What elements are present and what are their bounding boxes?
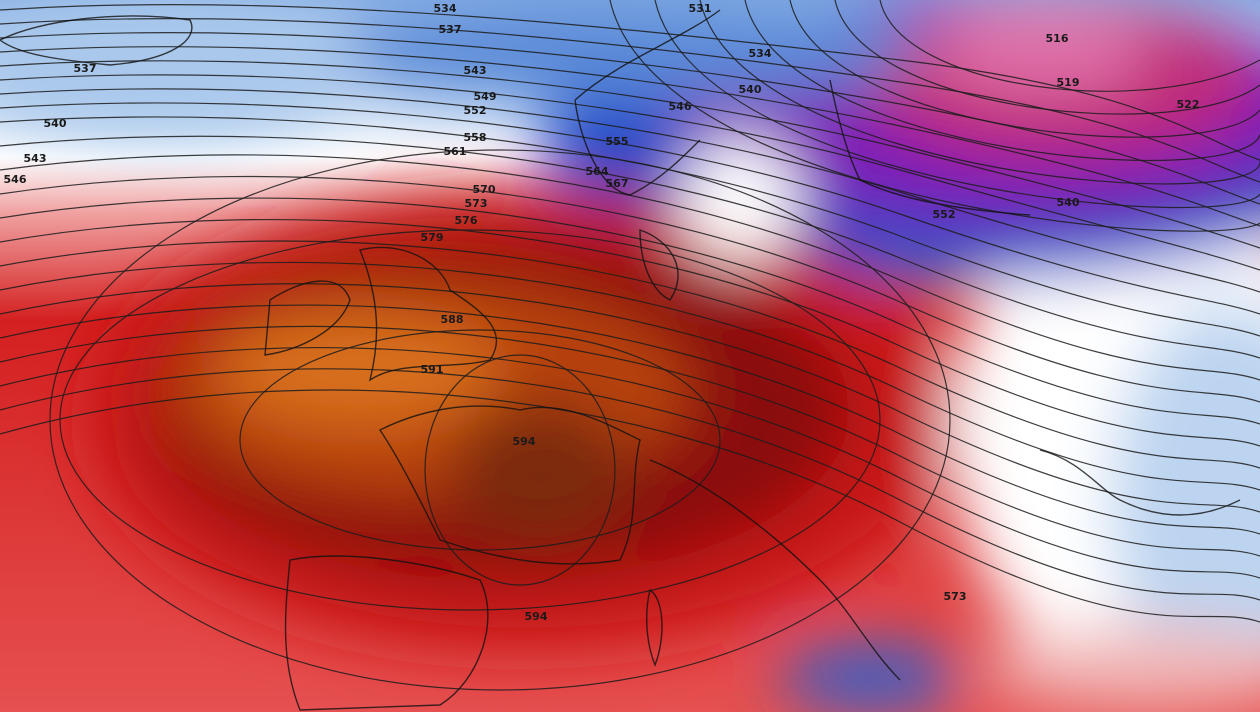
contour-label: 555 <box>606 135 629 148</box>
contour-line <box>0 240 1260 469</box>
contour-line <box>0 4 1260 161</box>
contour-label: 591 <box>421 363 444 376</box>
contour-label: 576 <box>455 214 478 227</box>
contour-labels: 5345375375405435435465495525585615555645… <box>4 2 1200 623</box>
contour-label: 552 <box>933 208 956 221</box>
contour-label: 552 <box>464 104 487 117</box>
contour-line <box>0 304 1260 535</box>
contour-label: 567 <box>606 177 629 190</box>
coastlines <box>0 9 1241 711</box>
contour-label: 546 <box>4 173 27 186</box>
contour-line <box>0 154 1260 381</box>
contour-line <box>0 116 1260 337</box>
contour-line <box>239 329 721 551</box>
contour-line <box>0 261 1260 491</box>
contour-label: 540 <box>1057 196 1080 209</box>
contour-label: 570 <box>473 183 496 196</box>
contour-label: 564 <box>586 165 609 178</box>
contour-line <box>49 149 951 691</box>
contour-label: 522 <box>1177 98 1200 111</box>
contour-line <box>0 325 1260 557</box>
contour-line <box>0 88 1260 293</box>
contour-line <box>424 354 616 586</box>
contour-label: 588 <box>441 313 464 326</box>
contour-line <box>0 175 1260 403</box>
contour-line <box>0 347 1260 579</box>
contour-label: 534 <box>434 2 457 15</box>
contour-line <box>0 74 1260 271</box>
contour-line <box>0 218 1260 447</box>
contour-label: 561 <box>444 145 467 158</box>
contour-label: 579 <box>421 231 444 244</box>
contour-label: 516 <box>1046 32 1069 45</box>
contour-label: 531 <box>689 2 712 15</box>
contour-line <box>879 0 1260 92</box>
contour-line <box>0 389 1260 623</box>
contour-label: 594 <box>525 610 548 623</box>
contour-label: 537 <box>439 23 462 36</box>
contour-line <box>0 46 1260 227</box>
contour-label: 540 <box>739 83 762 96</box>
height-contours <box>0 0 1260 691</box>
contour-label: 573 <box>465 197 488 210</box>
contour-line <box>699 0 1260 185</box>
contour-label: 573 <box>944 590 967 603</box>
contour-line <box>834 0 1260 115</box>
contour-label: 543 <box>464 64 487 77</box>
contour-line <box>0 368 1260 601</box>
contour-label: 543 <box>24 152 47 165</box>
contour-label: 537 <box>74 62 97 75</box>
contour-line <box>0 135 1260 359</box>
contour-line <box>654 0 1260 209</box>
contour-line <box>789 0 1260 138</box>
contour-label: 534 <box>749 47 772 60</box>
contour-line <box>744 0 1260 162</box>
contour-line <box>0 18 1260 183</box>
contour-line <box>609 0 1260 232</box>
contour-line <box>0 102 1260 315</box>
contour-line <box>0 283 1260 513</box>
contour-line <box>59 229 881 611</box>
contour-label: 519 <box>1057 76 1080 89</box>
contour-line <box>0 32 1260 205</box>
contour-label: 546 <box>669 100 692 113</box>
contour-label: 558 <box>464 131 487 144</box>
contour-label: 549 <box>474 90 497 103</box>
contour-line <box>0 60 1260 249</box>
contour-label: 594 <box>513 435 536 448</box>
contour-label: 540 <box>44 117 67 130</box>
